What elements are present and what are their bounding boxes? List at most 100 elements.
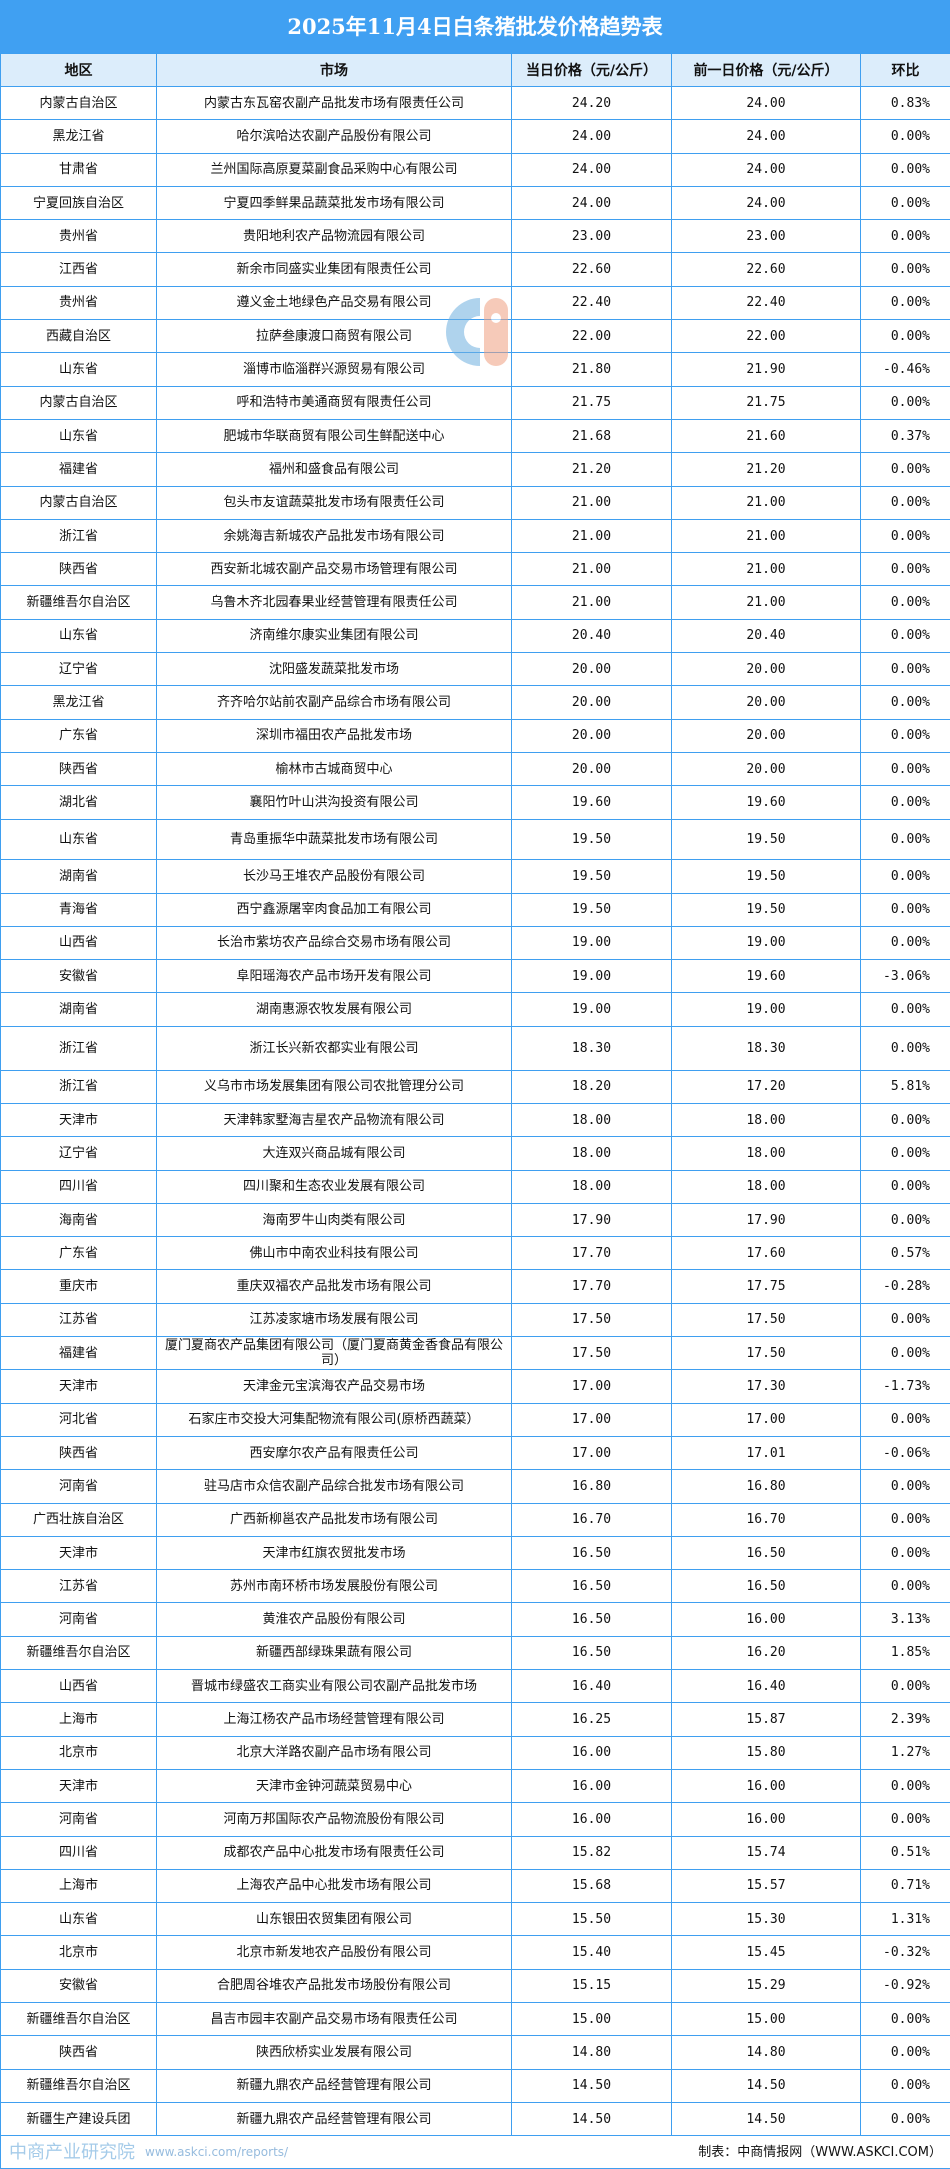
cell-market: 襄阳竹叶山洪沟投资有限公司 <box>157 786 512 819</box>
cell-today-price: 18.00 <box>512 1170 672 1203</box>
cell-change: 0.00% <box>861 220 950 253</box>
cell-region: 湖南省 <box>1 993 157 1026</box>
cell-prev-price: 24.00 <box>672 186 861 219</box>
cell-today-price: 21.80 <box>512 353 672 386</box>
cell-change: 0.00% <box>861 1104 950 1137</box>
cell-today-price: 22.60 <box>512 253 672 286</box>
cell-market: 拉萨叁康渡口商贸有限公司 <box>157 320 512 353</box>
cell-region: 山西省 <box>1 1670 157 1703</box>
cell-market: 天津市红旗农贸批发市场 <box>157 1536 512 1569</box>
cell-market: 大连双兴商品城有限公司 <box>157 1137 512 1170</box>
cell-today-price: 17.00 <box>512 1370 672 1403</box>
cell-region: 黑龙江省 <box>1 120 157 153</box>
cell-region: 四川省 <box>1 1836 157 1869</box>
cell-change: 0.00% <box>861 653 950 686</box>
cell-region: 江苏省 <box>1 1570 157 1603</box>
cell-region: 新疆维吾尔自治区 <box>1 2069 157 2102</box>
cell-prev-price: 17.50 <box>672 1337 861 1370</box>
cell-today-price: 20.00 <box>512 686 672 719</box>
cell-today-price: 20.00 <box>512 752 672 785</box>
cell-market: 西宁鑫源屠宰肉食品加工有限公司 <box>157 893 512 926</box>
cell-change: 0.00% <box>861 286 950 319</box>
cell-market: 新疆九鼎农产品经营管理有限公司 <box>157 2102 512 2135</box>
cell-region: 甘肃省 <box>1 153 157 186</box>
cell-prev-price: 18.00 <box>672 1137 861 1170</box>
cell-prev-price: 21.20 <box>672 453 861 486</box>
cell-prev-price: 16.80 <box>672 1470 861 1503</box>
cell-prev-price: 17.60 <box>672 1237 861 1270</box>
cell-today-price: 16.00 <box>512 1736 672 1769</box>
cell-change: 0.00% <box>861 1570 950 1603</box>
cell-change: -0.46% <box>861 353 950 386</box>
cell-today-price: 15.68 <box>512 1869 672 1902</box>
header-row: 地区 市场 当日价格（元/公斤） 前一日价格（元/公斤） 环比 <box>1 54 950 87</box>
cell-market: 湖南惠源农牧发展有限公司 <box>157 993 512 1026</box>
cell-today-price: 24.00 <box>512 153 672 186</box>
cell-prev-price: 16.40 <box>672 1670 861 1703</box>
cell-today-price: 24.00 <box>512 186 672 219</box>
cell-market: 河南万邦国际农产品物流股份有限公司 <box>157 1803 512 1836</box>
cell-prev-price: 15.30 <box>672 1903 861 1936</box>
cell-change: 2.39% <box>861 1703 950 1736</box>
cell-change: 0.00% <box>861 1470 950 1503</box>
cell-market: 新疆西部绿珠果蔬有限公司 <box>157 1636 512 1669</box>
cell-market: 合肥周谷堆农产品批发市场股份有限公司 <box>157 1969 512 2002</box>
cell-today-price: 23.00 <box>512 220 672 253</box>
cell-market: 青岛重振华中蔬菜批发市场有限公司 <box>157 819 512 860</box>
cell-market: 北京大洋路农副产品市场有限公司 <box>157 1736 512 1769</box>
cell-today-price: 20.00 <box>512 719 672 752</box>
cell-change: 0.00% <box>861 1769 950 1802</box>
cell-change: 0.00% <box>861 519 950 552</box>
cell-region: 新疆维吾尔自治区 <box>1 1636 157 1669</box>
cell-change: 0.00% <box>861 153 950 186</box>
cell-today-price: 16.00 <box>512 1803 672 1836</box>
cell-today-price: 15.15 <box>512 1969 672 2002</box>
table-title: 2025年11月4日白条猪批发价格趋势表 <box>0 0 950 53</box>
cell-prev-price: 19.00 <box>672 926 861 959</box>
cell-region: 黑龙江省 <box>1 686 157 719</box>
cell-market: 陕西欣桥实业发展有限公司 <box>157 2036 512 2069</box>
cell-region: 西藏自治区 <box>1 320 157 353</box>
cell-region: 上海市 <box>1 1703 157 1736</box>
cell-today-price: 16.00 <box>512 1769 672 1802</box>
cell-change: -3.06% <box>861 960 950 993</box>
cell-change: 0.83% <box>861 87 950 120</box>
cell-region: 河南省 <box>1 1803 157 1836</box>
cell-change: -0.06% <box>861 1436 950 1469</box>
cell-region: 江苏省 <box>1 1303 157 1336</box>
cell-today-price: 16.50 <box>512 1536 672 1569</box>
cell-region: 广东省 <box>1 1237 157 1270</box>
cell-market: 宁夏四季鲜果品蔬菜批发市场有限公司 <box>157 186 512 219</box>
cell-today-price: 21.68 <box>512 419 672 452</box>
cell-region: 山东省 <box>1 819 157 860</box>
cell-today-price: 15.00 <box>512 2003 672 2036</box>
cell-prev-price: 24.00 <box>672 120 861 153</box>
cell-prev-price: 19.60 <box>672 960 861 993</box>
cell-today-price: 17.70 <box>512 1270 672 1303</box>
cell-region: 青海省 <box>1 893 157 926</box>
cell-change: 0.00% <box>861 686 950 719</box>
cell-market: 乌鲁木齐北园春果业经营管理有限责任公司 <box>157 586 512 619</box>
cell-today-price: 22.40 <box>512 286 672 319</box>
cell-market: 江苏凌家塘市场发展有限公司 <box>157 1303 512 1336</box>
cell-market: 内蒙古东瓦窑农副产品批发市场有限责任公司 <box>157 87 512 120</box>
cell-prev-price: 16.50 <box>672 1536 861 1569</box>
cell-change: 0.57% <box>861 1237 950 1270</box>
cell-region: 海南省 <box>1 1203 157 1236</box>
cell-change: 0.00% <box>861 2069 950 2102</box>
cell-today-price: 15.40 <box>512 1936 672 1969</box>
cell-prev-price: 15.80 <box>672 1736 861 1769</box>
cell-prev-price: 21.00 <box>672 519 861 552</box>
cell-prev-price: 15.45 <box>672 1936 861 1969</box>
cell-today-price: 17.90 <box>512 1203 672 1236</box>
cell-prev-price: 20.00 <box>672 653 861 686</box>
